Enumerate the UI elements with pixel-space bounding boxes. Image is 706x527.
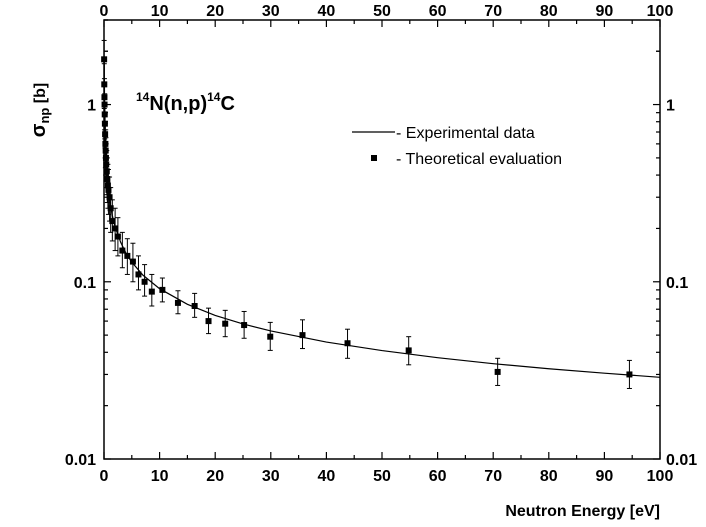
x-tick-label-top: 100 (647, 3, 674, 20)
x-tick-label-bottom: 40 (318, 468, 336, 485)
y-tick-label-left: 1 (87, 98, 96, 115)
x-tick-label-top: 80 (540, 3, 558, 20)
theoretical-point (129, 242, 136, 283)
x-tick-label-bottom: 20 (206, 468, 224, 485)
legend: - Experimental data - Theoretical evalua… (352, 125, 562, 168)
series-layer (101, 39, 660, 389)
x-tick-label-bottom: 30 (262, 468, 280, 485)
data-point-marker (344, 340, 351, 347)
theoretical-point (191, 292, 198, 318)
theoretical-point (119, 231, 126, 269)
data-point-marker (129, 258, 136, 265)
x-tick-label-top: 60 (429, 3, 447, 20)
theoretical-point (135, 255, 142, 291)
x-tick-label-bottom: 70 (484, 468, 502, 485)
data-point-marker (107, 205, 114, 212)
theoretical-point (205, 307, 212, 335)
data-point-marker (159, 286, 166, 293)
data-point-marker (124, 252, 131, 259)
x-tick-label-top: 20 (206, 3, 224, 20)
y-tick-label-left: 0.01 (65, 452, 96, 469)
theoretical-point (109, 199, 116, 242)
x-tick-label-bottom: 60 (429, 468, 447, 485)
theoretical-point (626, 359, 633, 389)
theoretical-point (141, 264, 148, 297)
data-point-marker (101, 56, 108, 63)
plot-border (103, 19, 661, 460)
theoretical-point (267, 321, 274, 351)
theoretical-point (494, 357, 501, 386)
theoretical-point (344, 328, 351, 359)
data-point-marker (205, 318, 212, 325)
theoretical-point (148, 273, 155, 307)
data-point-marker (135, 271, 142, 278)
x-tick-label-top: 50 (373, 3, 391, 20)
data-point-marker (103, 168, 110, 175)
reaction-annotation: 14N(n,p)14C (136, 90, 235, 115)
x-tick-label-bottom: 10 (151, 468, 169, 485)
x-tick-label-bottom: 90 (596, 468, 614, 485)
y-tick-label-right: 0.01 (666, 452, 697, 469)
data-point-marker (141, 278, 148, 285)
theoretical-point (241, 310, 248, 339)
data-point-marker (222, 320, 229, 327)
x-tick-label-top: 10 (151, 3, 169, 20)
data-point-marker (405, 347, 412, 354)
y-tick-label-right: 0.1 (666, 275, 688, 292)
data-point-marker (191, 303, 198, 310)
y-tick-label-right: 1 (666, 98, 675, 115)
data-point-marker (241, 322, 248, 329)
legend-label-theoretical: - Theoretical evaluation (396, 151, 562, 168)
x-tick-label-top: 30 (262, 3, 280, 20)
theoretical-point (124, 238, 131, 275)
theoretical-point (405, 336, 412, 366)
x-axis-title: Neutron Energy [eV] (505, 503, 660, 520)
data-point-marker (148, 288, 155, 295)
legend-point-swatch (371, 155, 377, 161)
theoretical-point (299, 319, 306, 350)
data-point-marker (104, 176, 111, 183)
data-point-marker (109, 218, 116, 225)
x-tick-label-bottom: 50 (373, 468, 391, 485)
x-tick-label-bottom: 0 (100, 468, 109, 485)
x-tick-label-top: 70 (484, 3, 502, 20)
data-point-marker (626, 371, 633, 378)
data-point-marker (119, 247, 126, 254)
theoretical-point (114, 217, 121, 257)
theoretical-point (222, 309, 229, 338)
x-tick-label-bottom: 80 (540, 468, 558, 485)
ticks-layer: 0010102020303040405050606070708080909010… (65, 3, 697, 485)
x-tick-label-top: 0 (100, 3, 109, 20)
data-point-marker (267, 333, 274, 340)
theoretical-point (112, 207, 119, 252)
plot-frame (103, 19, 661, 460)
y-axis-title: σnp [b] (28, 83, 52, 137)
y-tick-label-left: 0.1 (74, 275, 96, 292)
data-point-marker (106, 194, 113, 201)
x-tick-label-top: 40 (318, 3, 336, 20)
data-point-marker (105, 186, 112, 193)
data-point-marker (104, 182, 111, 189)
x-tick-label-bottom: 100 (647, 468, 674, 485)
data-point-marker (494, 368, 501, 375)
theoretical-point (159, 277, 166, 303)
data-point-marker (112, 225, 119, 232)
data-point-marker (174, 299, 181, 306)
theoretical-point (174, 290, 181, 315)
legend-label-experimental: - Experimental data (396, 125, 535, 142)
data-point-marker (299, 332, 306, 339)
data-point-marker (114, 233, 121, 240)
x-tick-label-top: 90 (596, 3, 614, 20)
